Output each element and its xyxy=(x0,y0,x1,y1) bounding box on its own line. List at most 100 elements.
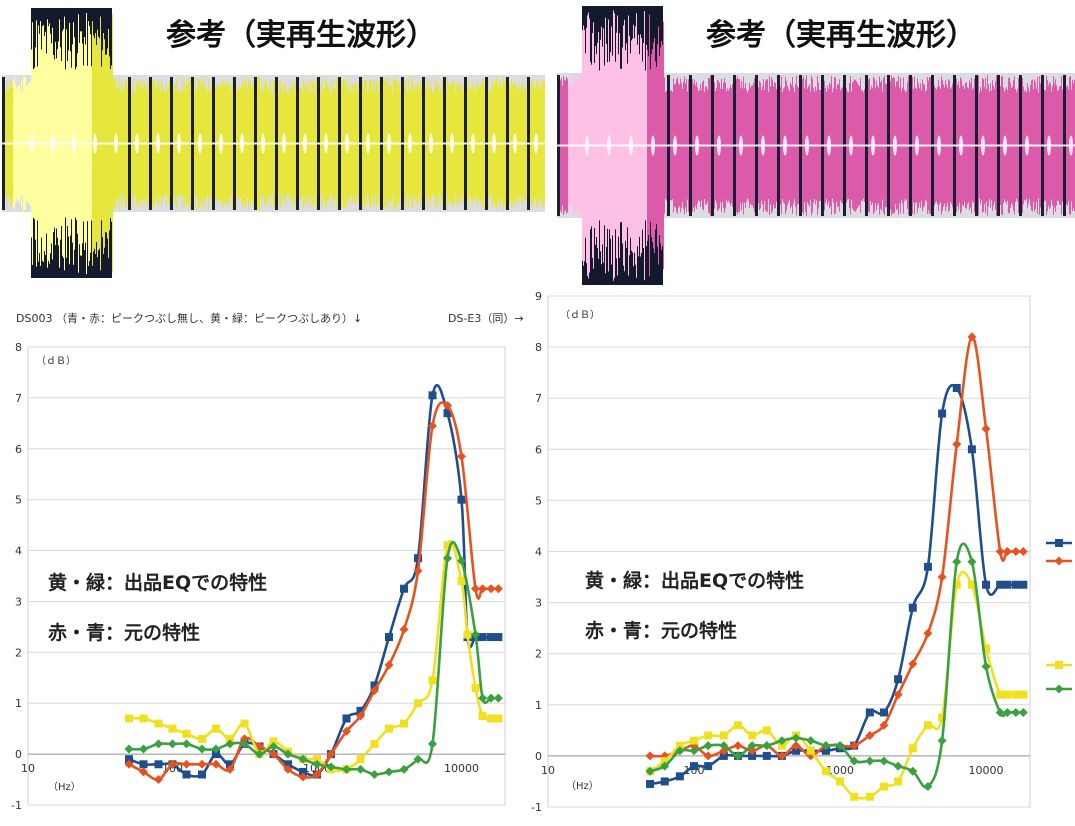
right-chart-data-point xyxy=(981,661,991,671)
right-chart-data-point xyxy=(689,746,699,756)
left-chart-data-point xyxy=(284,760,293,769)
right-chart-y-tick-label: 9 xyxy=(535,290,542,303)
right-chart-data-point xyxy=(660,757,669,766)
left-chart-data-point xyxy=(486,693,496,703)
right-chart-data-point xyxy=(1002,707,1012,717)
left-chart-data-point xyxy=(254,749,264,759)
right-chart-data-point xyxy=(791,733,801,743)
left-note-line1: 黄・緑：出品EQでの特性 xyxy=(48,572,268,594)
left-chart-data-point xyxy=(355,764,365,774)
left-chart-data-point xyxy=(486,714,495,723)
left-chart-data-point xyxy=(298,754,308,764)
right-chart-data-point xyxy=(893,690,903,700)
left-chart-data-point xyxy=(269,741,279,751)
right-chart-data-point xyxy=(777,736,787,746)
left-chart-data-point xyxy=(478,633,487,642)
right-chart-data-point xyxy=(806,736,816,746)
right-waveform-image xyxy=(555,0,1075,290)
right-chart-y-tick-label: 7 xyxy=(535,392,542,405)
right-chart-data-point xyxy=(792,746,801,755)
right-chart-data-point xyxy=(748,751,757,760)
left-chart-data-point xyxy=(154,760,163,769)
left-chart-y-axis-label: （ｄＢ） xyxy=(36,355,76,367)
right-chart-y-tick-label: 5 xyxy=(535,494,542,507)
right-chart-data-point xyxy=(923,562,932,571)
left-chart-data-point xyxy=(226,760,235,769)
right-chart-data-point xyxy=(967,580,976,589)
left-chart-data-point xyxy=(298,772,308,782)
left-chart-data-point xyxy=(442,553,452,563)
right-chart-y-tick-label: 1 xyxy=(535,699,542,712)
right-chart-data-point xyxy=(747,741,757,751)
left-chart-data-point xyxy=(154,719,163,728)
left-chart-data-point xyxy=(370,681,379,690)
left-chart-data-point xyxy=(182,759,192,769)
right-chart-data-point xyxy=(703,751,713,761)
left-chart-data-point xyxy=(385,724,394,733)
left-waveform-image xyxy=(0,0,545,282)
left-chart-data-point xyxy=(226,734,235,743)
right-chart-y-tick-label: 6 xyxy=(535,443,542,456)
left-chart-data-point xyxy=(240,719,249,728)
left-chart-data-point xyxy=(494,633,503,642)
right-chart-data-point xyxy=(865,756,875,766)
right-chart-data-point xyxy=(806,746,815,755)
right-chart-data-point xyxy=(690,736,699,745)
right-chart-data-point xyxy=(675,772,684,781)
right-chart-data-point xyxy=(894,675,903,684)
right-chart-data-point xyxy=(849,756,859,766)
right-chart-legend-swatch-marker xyxy=(1054,684,1064,694)
left-chart-data-point xyxy=(457,451,467,461)
left-chart-data-point xyxy=(471,683,480,692)
left-chart-data-point xyxy=(269,749,279,759)
right-chart-y-tick-label: 3 xyxy=(535,597,542,610)
right-chart-data-point xyxy=(762,751,771,760)
right-chart-data-point xyxy=(821,746,830,755)
right-chart-data-point xyxy=(1011,690,1020,699)
right-note-line1: 黄・緑：出品EQでの特性 xyxy=(585,570,805,592)
right-chart-data-point xyxy=(879,720,889,730)
right-chart-data-point xyxy=(777,741,786,750)
right-chart-data-point xyxy=(865,708,874,717)
right-chart-data-point xyxy=(865,730,875,740)
left-chart-data-point xyxy=(478,693,488,703)
right-chart-legend-swatch-marker xyxy=(1054,556,1064,566)
left-chart-data-point xyxy=(125,714,134,723)
left-chart-data-point xyxy=(414,554,423,563)
left-chart-data-point xyxy=(384,767,394,777)
right-chart-data-point xyxy=(967,557,977,567)
right-chart-data-point xyxy=(981,424,991,434)
right-chart-data-point xyxy=(1011,707,1021,717)
left-chart-data-point xyxy=(197,744,207,754)
left-chart-data-point xyxy=(168,724,177,733)
right-chart-data-point xyxy=(908,603,917,612)
right-chart-x-tick-label: 1000 xyxy=(826,764,854,777)
right-chart-data-point xyxy=(952,383,961,392)
left-chart-y-tick-label: 3 xyxy=(15,595,22,608)
right-chart-data-point xyxy=(996,580,1005,589)
left-chart-data-point xyxy=(494,714,503,723)
left-chart-data-point xyxy=(240,739,250,749)
left-chart-data-point xyxy=(399,764,409,774)
right-chart-data-point xyxy=(1018,547,1028,556)
right-chart-data-point xyxy=(937,736,947,746)
left-chart-data-point xyxy=(370,739,379,748)
right-chart-x-axis-label: （Hz） xyxy=(566,780,599,792)
right-chart-data-point xyxy=(835,741,845,751)
right-chart-data-point xyxy=(850,792,859,801)
left-chart-data-point xyxy=(211,759,221,769)
left-chart-data-point xyxy=(370,686,380,695)
right-waveform-graphic xyxy=(557,6,1075,285)
left-chart-data-point xyxy=(225,764,235,774)
right-chart-data-point xyxy=(995,707,1005,717)
left-chart-data-point xyxy=(471,584,481,594)
left-chart-data-point xyxy=(355,711,365,721)
left-frequency-chart: -101234567810100100010000（ｄＢ）（Hz） xyxy=(0,328,520,822)
right-chart-data-point xyxy=(908,766,918,776)
left-chart-data-point xyxy=(211,744,221,754)
left-chart-data-point xyxy=(486,584,496,594)
right-chart-data-point xyxy=(645,751,655,761)
right-chart-y-tick-label: 4 xyxy=(535,546,542,559)
left-chart-data-point xyxy=(428,739,438,749)
right-frequency-chart: -1 0 1 2 3 4 5 6 7 8 9 10 100 1000 10000 （ｄＢ） （Hz） xyxy=(520,285,1075,822)
